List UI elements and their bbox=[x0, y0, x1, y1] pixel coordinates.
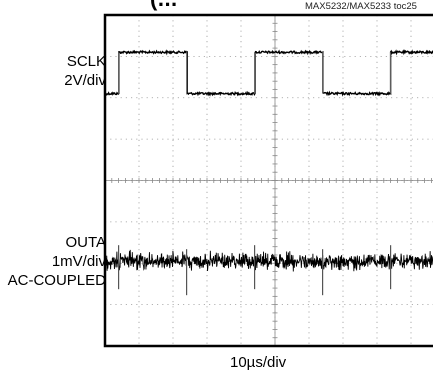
channel1-scale: 2V/div bbox=[64, 72, 106, 89]
traces bbox=[104, 49, 433, 296]
plot-frame bbox=[103, 13, 433, 348]
chart-title-fragment: (... bbox=[150, 0, 178, 12]
timebase-label: 10µs/div bbox=[230, 354, 287, 371]
series-sclk-trace bbox=[104, 49, 433, 97]
channel2-name: OUTA bbox=[65, 234, 106, 251]
graticule bbox=[104, 14, 433, 347]
channel2-coupling: AC-COUPLED bbox=[7, 272, 106, 289]
channel2-scale: 1mV/div bbox=[51, 253, 106, 270]
figure-reference: MAX5232/MAX5233 toc25 bbox=[305, 1, 417, 12]
series-outa-trace bbox=[104, 249, 433, 272]
channel1-name: SCLK bbox=[66, 53, 106, 70]
